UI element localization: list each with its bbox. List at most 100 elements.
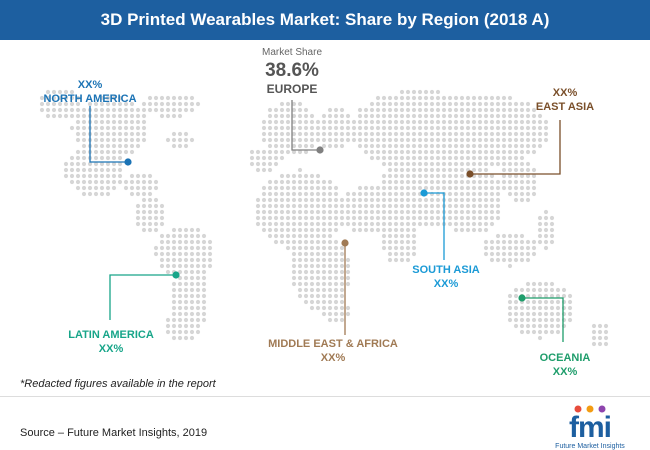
map-dot xyxy=(591,335,597,341)
map-dot xyxy=(483,131,489,137)
map-dot xyxy=(519,197,525,203)
map-dot xyxy=(69,125,75,131)
map-dot xyxy=(291,137,297,143)
map-dot xyxy=(531,113,537,119)
map-dot xyxy=(303,143,309,149)
map-dot xyxy=(525,317,531,323)
map-dot xyxy=(369,215,375,221)
map-dot xyxy=(423,149,429,155)
map-dot xyxy=(57,95,63,101)
map-dot xyxy=(453,173,459,179)
map-dot xyxy=(489,119,495,125)
map-dot xyxy=(81,173,87,179)
marker-north-america xyxy=(124,158,132,166)
map-dot xyxy=(117,173,123,179)
map-dot xyxy=(519,287,525,293)
map-dot xyxy=(183,95,189,101)
map-dot xyxy=(279,101,285,107)
map-dot xyxy=(105,143,111,149)
map-dot xyxy=(105,167,111,173)
map-dot xyxy=(261,119,267,125)
map-dot xyxy=(405,179,411,185)
map-dot xyxy=(351,119,357,125)
map-dot xyxy=(339,251,345,257)
map-dot xyxy=(261,167,267,173)
map-dot xyxy=(291,251,297,257)
map-dot xyxy=(459,185,465,191)
map-dot xyxy=(513,125,519,131)
map-dot xyxy=(285,125,291,131)
map-dot xyxy=(87,191,93,197)
map-dot xyxy=(183,329,189,335)
map-dot xyxy=(321,185,327,191)
map-dot xyxy=(411,185,417,191)
map-dot xyxy=(375,107,381,113)
map-dot xyxy=(111,143,117,149)
label-east-asia: XX% EAST ASIA xyxy=(520,86,610,114)
map-dot xyxy=(333,191,339,197)
map-dot xyxy=(69,107,75,113)
map-dot xyxy=(459,107,465,113)
map-dot xyxy=(267,185,273,191)
map-dot xyxy=(297,233,303,239)
map-dot xyxy=(519,239,525,245)
map-dot xyxy=(507,233,513,239)
map-dot xyxy=(393,191,399,197)
map-dot xyxy=(405,245,411,251)
map-dot xyxy=(381,95,387,101)
map-dot xyxy=(363,209,369,215)
map-dot xyxy=(375,101,381,107)
map-dot xyxy=(147,107,153,113)
map-dot xyxy=(537,329,543,335)
map-dot xyxy=(135,215,141,221)
map-dot xyxy=(291,107,297,113)
map-dot xyxy=(69,161,75,167)
map-dot xyxy=(381,227,387,233)
map-dot xyxy=(339,317,345,323)
map-dot xyxy=(447,185,453,191)
map-dot xyxy=(333,299,339,305)
map-dot xyxy=(321,245,327,251)
map-dot xyxy=(555,299,561,305)
map-dot xyxy=(183,257,189,263)
map-dot xyxy=(159,257,165,263)
chart-title: 3D Printed Wearables Market: Share by Re… xyxy=(0,0,650,40)
map-dot xyxy=(507,305,513,311)
map-dot xyxy=(135,137,141,143)
map-dot xyxy=(381,203,387,209)
map-dot xyxy=(447,209,453,215)
map-dot xyxy=(123,143,129,149)
map-dot xyxy=(501,101,507,107)
map-dot xyxy=(195,233,201,239)
map-dot xyxy=(405,185,411,191)
map-dot xyxy=(93,107,99,113)
map-dot xyxy=(525,287,531,293)
map-dot xyxy=(411,101,417,107)
map-dot xyxy=(465,95,471,101)
map-dot xyxy=(189,251,195,257)
map-dot xyxy=(87,167,93,173)
map-dot xyxy=(453,131,459,137)
map-dot xyxy=(375,131,381,137)
map-dot xyxy=(465,143,471,149)
map-dot xyxy=(321,227,327,233)
map-dot xyxy=(309,119,315,125)
map-dot xyxy=(303,215,309,221)
map-dot xyxy=(429,173,435,179)
map-dot xyxy=(327,131,333,137)
map-dot xyxy=(549,317,555,323)
map-dot xyxy=(189,335,195,341)
map-dot xyxy=(81,149,87,155)
map-dot xyxy=(261,155,267,161)
map-dot xyxy=(249,161,255,167)
map-dot xyxy=(483,185,489,191)
map-dot xyxy=(147,101,153,107)
map-dot xyxy=(345,305,351,311)
map-dot xyxy=(153,197,159,203)
map-dot xyxy=(495,245,501,251)
map-dot xyxy=(429,185,435,191)
map-dot xyxy=(321,197,327,203)
map-dot xyxy=(291,209,297,215)
map-dot xyxy=(519,251,525,257)
map-dot xyxy=(453,101,459,107)
